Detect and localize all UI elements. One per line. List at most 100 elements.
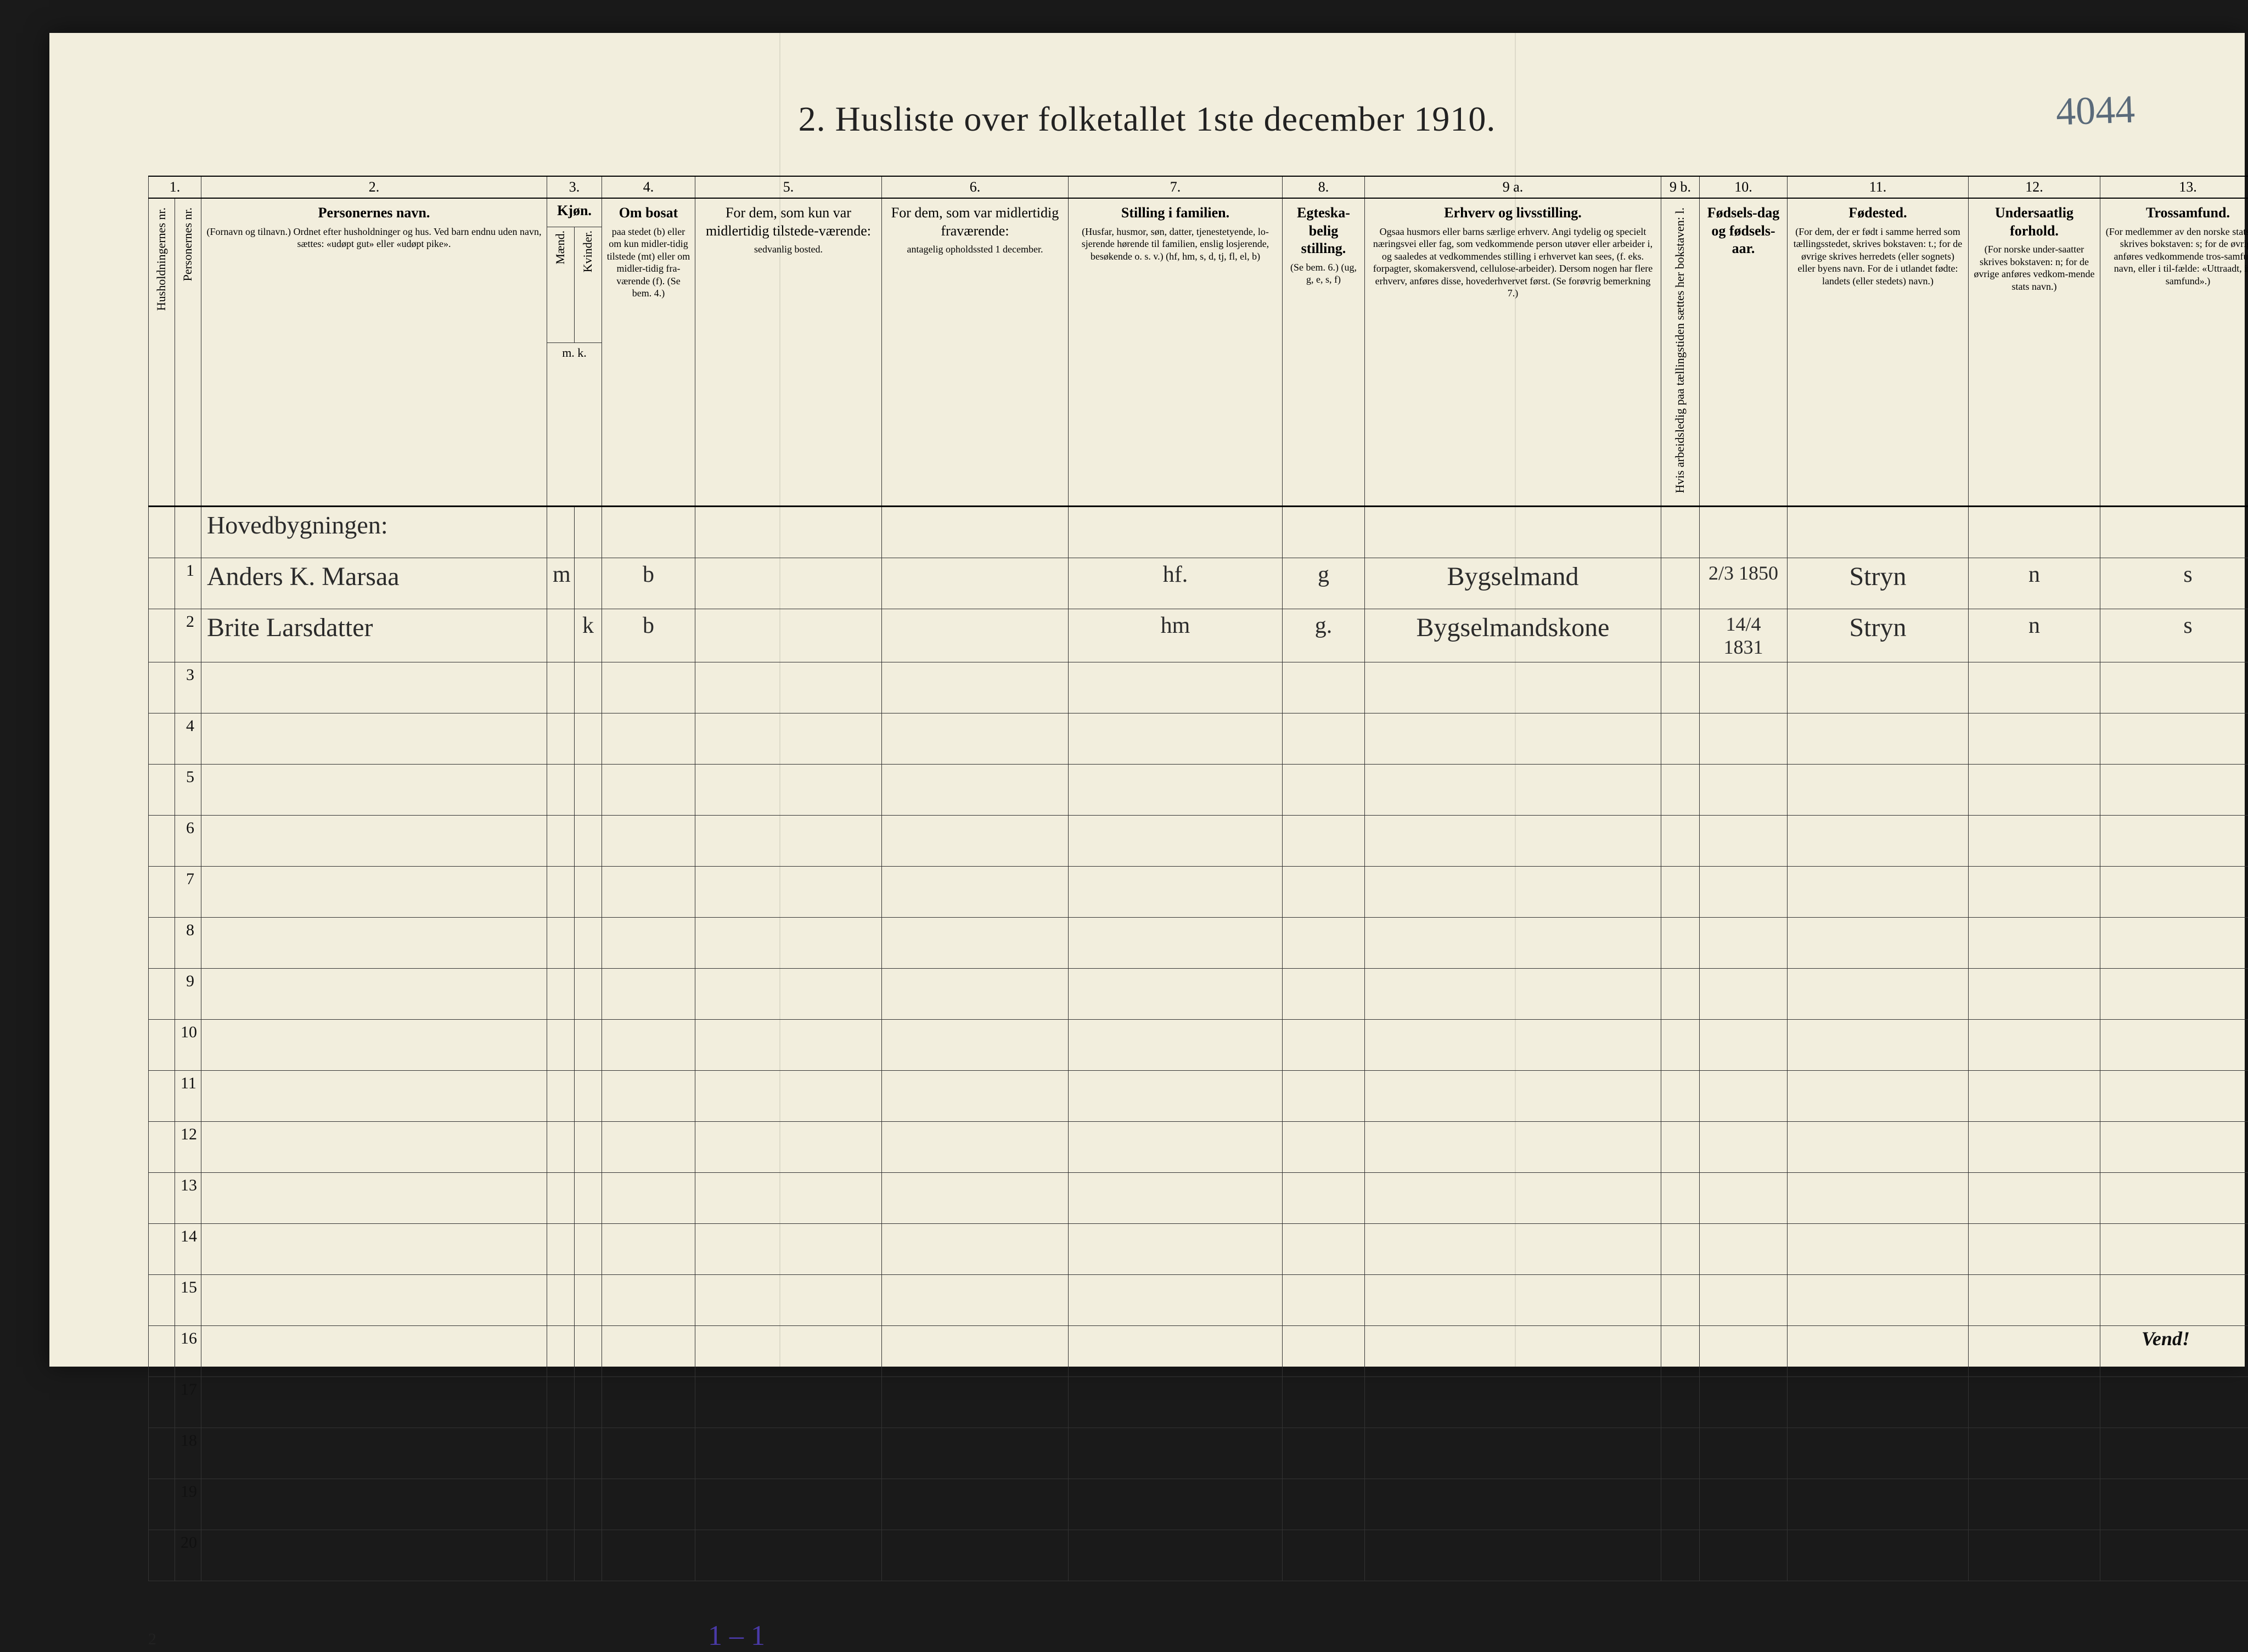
cell-empty	[575, 1479, 602, 1530]
cell-empty	[575, 1428, 602, 1479]
cell-empty	[695, 662, 882, 713]
cell-person-num: 11	[175, 1071, 201, 1122]
cell-hh-num	[149, 558, 175, 609]
cell-person-num: 16	[175, 1326, 201, 1377]
colnum-3: 3.	[547, 176, 602, 198]
cell-empty	[575, 1071, 602, 1122]
cell-empty	[882, 1122, 1069, 1173]
cell-empty	[1788, 1275, 1969, 1326]
cell-empty	[575, 816, 602, 867]
cell-person-num: 18	[175, 1428, 201, 1479]
header-1b: Personernes nr.	[175, 198, 201, 507]
cell-empty	[1700, 867, 1788, 918]
cell-empty	[1069, 713, 1283, 765]
cell-empty	[1283, 765, 1365, 816]
cell-empty	[1661, 1326, 1700, 1377]
cell-empty	[695, 507, 882, 558]
cell-empty	[1661, 713, 1700, 765]
cell-empty	[2100, 765, 2248, 816]
cell-empty	[201, 1377, 547, 1428]
column-number-row: 1. 2. 3. 4. 5. 6. 7. 8. 9 a. 9 b. 10. 11…	[149, 176, 2248, 198]
header-3-label: Kjøn.	[549, 202, 599, 220]
cell-empty	[695, 1479, 882, 1530]
cell-empty	[695, 1428, 882, 1479]
table-row-empty: 18	[149, 1428, 2248, 1479]
cell-empty	[602, 713, 695, 765]
header-2: Personernes navn. (Fornavn og tilnavn.) …	[201, 198, 547, 507]
cell-empty	[2100, 1428, 2248, 1479]
colnum-2: 2.	[201, 176, 547, 198]
cell-empty	[882, 662, 1069, 713]
cell-empty	[149, 507, 175, 558]
header-4-label: Om bosat	[606, 204, 690, 222]
header-6: For dem, som var midlertidig fraværende:…	[882, 198, 1069, 507]
cell-empty	[1788, 765, 1969, 816]
cell-empty	[1700, 662, 1788, 713]
table-row-empty: 12	[149, 1122, 2248, 1173]
header-4-sub: paa stedet (b) eller om kun midler-tidig…	[606, 226, 690, 300]
header-11-sub: (For dem, der er født i samme herred som…	[1792, 226, 1964, 288]
cell-empty	[1661, 765, 1700, 816]
cell-empty	[1700, 1326, 1788, 1377]
cell-empty	[1700, 765, 1788, 816]
cell-empty	[2100, 713, 2248, 765]
cell-empty	[175, 507, 201, 558]
cell-empty	[1283, 1326, 1365, 1377]
colnum-6: 6.	[882, 176, 1069, 198]
cell-empty	[547, 1479, 575, 1530]
header-12-label: Undersaatlig forhold.	[1973, 204, 2095, 240]
cell-undersaat: n	[1969, 558, 2100, 609]
cell-empty	[695, 1275, 882, 1326]
table-row-empty: 20	[149, 1530, 2248, 1581]
cell-sex-m: m	[547, 558, 575, 609]
cell-person-num: 10	[175, 1020, 201, 1071]
header-7: Stilling i familien. (Husfar, husmor, sø…	[1069, 198, 1283, 507]
cell-empty	[602, 867, 695, 918]
colnum-9a: 9 a.	[1365, 176, 1661, 198]
cell-empty	[1969, 1173, 2100, 1224]
cell-empty	[1788, 867, 1969, 918]
cell-empty	[1969, 1020, 2100, 1071]
cell-empty	[1283, 1173, 1365, 1224]
cell-empty	[1069, 867, 1283, 918]
header-6-label: For dem, som var midlertidig fraværende:	[886, 204, 1064, 240]
cell-empty	[882, 609, 1069, 662]
header-2-sub: (Fornavn og tilnavn.) Ordnet efter husho…	[206, 226, 542, 250]
cell-empty	[1661, 1071, 1700, 1122]
cell-empty	[1969, 1530, 2100, 1581]
cell-tros: s	[2100, 609, 2248, 662]
cell-empty	[575, 867, 602, 918]
colnum-4: 4.	[602, 176, 695, 198]
table-row-empty: 5	[149, 765, 2248, 816]
cell-empty	[1661, 1479, 1700, 1530]
cell-empty	[1365, 918, 1661, 969]
cell-empty	[1069, 1377, 1283, 1428]
cell-empty	[1969, 1224, 2100, 1275]
cell-empty	[1283, 1479, 1365, 1530]
cell-empty	[547, 918, 575, 969]
cell-empty	[695, 1326, 882, 1377]
cell-empty	[1365, 1020, 1661, 1071]
cell-empty	[695, 1071, 882, 1122]
cell-empty	[695, 765, 882, 816]
cell-person-num: 5	[175, 765, 201, 816]
cell-empty	[547, 816, 575, 867]
header-4: Om bosat paa stedet (b) eller om kun mid…	[602, 198, 695, 507]
cell-empty	[695, 558, 882, 609]
cell-empty	[1069, 1020, 1283, 1071]
cell-hh-num	[149, 1428, 175, 1479]
cell-person-num: 15	[175, 1275, 201, 1326]
cell-person-num: 20	[175, 1530, 201, 1581]
cell-empty	[1661, 1275, 1700, 1326]
cell-empty	[1788, 1224, 1969, 1275]
cell-empty	[1788, 662, 1969, 713]
cell-empty	[1365, 1122, 1661, 1173]
table-row-empty: 19	[149, 1479, 2248, 1530]
cell-empty	[547, 1275, 575, 1326]
header-3b: Kvinder.	[581, 227, 594, 276]
colnum-5: 5.	[695, 176, 882, 198]
cell-empty	[547, 1020, 575, 1071]
cell-empty	[1969, 1377, 2100, 1428]
cell-empty	[1700, 1377, 1788, 1428]
cell-empty	[695, 867, 882, 918]
